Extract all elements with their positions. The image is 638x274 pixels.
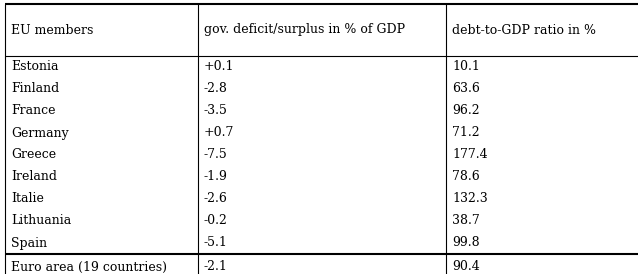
- Text: Greece: Greece: [11, 149, 56, 161]
- Text: 10.1: 10.1: [452, 61, 480, 73]
- Text: -5.1: -5.1: [204, 236, 228, 250]
- Text: 71.2: 71.2: [452, 127, 480, 139]
- Text: 38.7: 38.7: [452, 215, 480, 227]
- Text: Ireland: Ireland: [11, 170, 57, 184]
- Text: Italie: Italie: [11, 193, 44, 206]
- Text: EU members: EU members: [11, 24, 93, 36]
- Text: debt-to-GDP ratio in %: debt-to-GDP ratio in %: [452, 24, 596, 36]
- Text: 132.3: 132.3: [452, 193, 487, 206]
- Text: 177.4: 177.4: [452, 149, 487, 161]
- Text: Lithuania: Lithuania: [11, 215, 71, 227]
- Text: gov. deficit/surplus in % of GDP: gov. deficit/surplus in % of GDP: [204, 24, 405, 36]
- Text: -2.8: -2.8: [204, 82, 228, 96]
- Text: France: France: [11, 104, 56, 118]
- Text: -2.6: -2.6: [204, 193, 228, 206]
- Text: 78.6: 78.6: [452, 170, 480, 184]
- Text: +0.7: +0.7: [204, 127, 234, 139]
- Text: 96.2: 96.2: [452, 104, 480, 118]
- Text: 90.4: 90.4: [452, 261, 480, 273]
- Text: -3.5: -3.5: [204, 104, 228, 118]
- Text: -1.9: -1.9: [204, 170, 228, 184]
- Text: -2.1: -2.1: [204, 261, 228, 273]
- Text: +0.1: +0.1: [204, 61, 235, 73]
- Text: -7.5: -7.5: [204, 149, 228, 161]
- Text: Germany: Germany: [11, 127, 69, 139]
- Text: 99.8: 99.8: [452, 236, 480, 250]
- Text: Finland: Finland: [11, 82, 59, 96]
- Text: -0.2: -0.2: [204, 215, 228, 227]
- Text: Spain: Spain: [11, 236, 47, 250]
- Text: Estonia: Estonia: [11, 61, 59, 73]
- Text: 63.6: 63.6: [452, 82, 480, 96]
- Text: Euro area (19 countries): Euro area (19 countries): [11, 261, 167, 273]
